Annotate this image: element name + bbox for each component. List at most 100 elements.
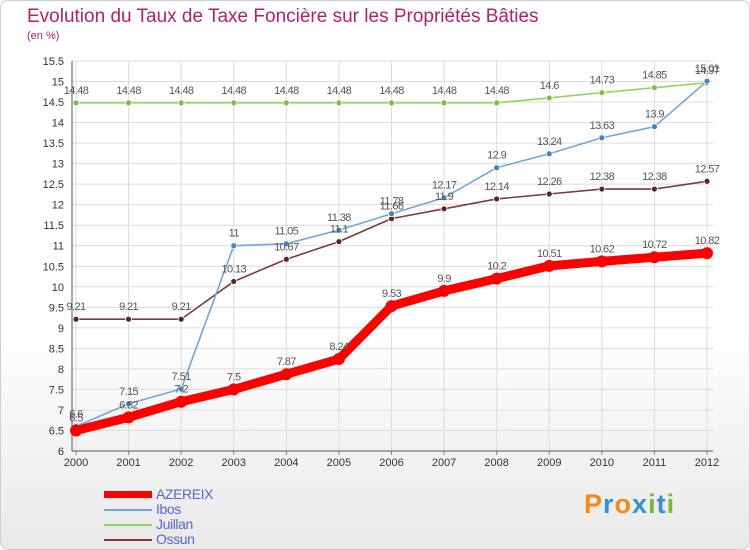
- data-label-juillan: 14.97: [695, 65, 720, 77]
- data-point-azereix: [648, 251, 661, 264]
- data-label-ibos: 12.9: [487, 150, 506, 162]
- data-label-ibos: 7.15: [119, 386, 138, 398]
- data-point-ibos: [598, 134, 606, 142]
- chart-title: Evolution du Taux de Taxe Foncière sur l…: [27, 6, 539, 27]
- data-label-juillan: 14.48: [221, 85, 246, 97]
- data-point-juillan: [230, 99, 238, 107]
- data-label-azereix: 6.82: [119, 399, 138, 411]
- y-tick-label: 11.5: [43, 220, 64, 232]
- legend-label-ibos: Ibos: [156, 501, 181, 517]
- data-label-ossun: 11.9: [435, 191, 454, 203]
- legend-swatch-juillan: [104, 524, 152, 526]
- data-label-ibos: 11: [229, 228, 240, 240]
- logo-letter: i: [666, 489, 676, 519]
- data-label-azereix: 8.24: [329, 341, 348, 353]
- data-point-ibos: [703, 77, 711, 85]
- legend-swatch-ibos: [104, 509, 152, 511]
- y-tick-label: 12.5: [43, 179, 64, 191]
- logo-letter: P: [584, 489, 604, 519]
- data-label-ibos: 13.63: [590, 120, 615, 132]
- data-point-ossun: [230, 278, 238, 285]
- y-tick-label: 6.5: [49, 425, 64, 437]
- data-point-juillan: [651, 84, 658, 92]
- data-label-azereix: 10.72: [642, 239, 667, 251]
- data-point-azereix: [595, 255, 608, 268]
- data-label-ossun: 11.66: [380, 201, 404, 213]
- x-tick-label: 2000: [64, 457, 88, 469]
- data-label-azereix: 7.2: [174, 384, 188, 396]
- data-point-juillan: [388, 99, 395, 107]
- data-label-ossun: 10.67: [274, 241, 299, 253]
- data-label-ibos: 13.9: [645, 109, 664, 121]
- y-tick-label: 8: [58, 364, 64, 376]
- data-point-ibos: [230, 242, 238, 250]
- series-azereix: [70, 247, 713, 437]
- series-juillan: [72, 79, 711, 107]
- data-point-juillan: [125, 99, 132, 107]
- data-point-juillan: [493, 99, 501, 107]
- data-point-azereix: [122, 411, 135, 424]
- data-point-ossun: [72, 315, 80, 323]
- legend-swatch-ossun: [104, 539, 152, 541]
- data-point-juillan: [440, 99, 448, 107]
- data-label-ibos: 11.78: [380, 196, 404, 208]
- data-point-ibos: [125, 400, 132, 408]
- data-point-ibos: [493, 164, 501, 172]
- data-label-juillan: 14.73: [590, 75, 615, 87]
- data-label-juillan: 14.85: [642, 70, 667, 82]
- y-tick-label: 8.5: [49, 343, 64, 355]
- data-label-ossun: 9.21: [66, 301, 85, 313]
- logo-letter: o: [614, 489, 633, 519]
- data-label-juillan: 14.48: [379, 85, 404, 97]
- data-label-azereix: 7.87: [277, 356, 296, 368]
- data-point-ossun: [440, 205, 448, 213]
- data-label-juillan: 14.48: [64, 85, 89, 97]
- x-tick-label: 2010: [590, 457, 614, 469]
- logo-letter: r: [603, 489, 615, 519]
- data-label-ibos: 15.01: [695, 63, 720, 75]
- data-point-juillan: [177, 99, 185, 107]
- data-point-ossun: [177, 315, 185, 323]
- data-point-juillan: [72, 99, 80, 107]
- y-tick-label: 9.5: [49, 302, 64, 314]
- data-label-ibos: 11.38: [327, 212, 351, 224]
- data-point-ibos: [282, 240, 290, 248]
- legend-label-juillan: Juillan: [156, 516, 193, 532]
- data-point-ibos: [388, 210, 395, 218]
- data-label-ossun: 11.1: [330, 224, 349, 236]
- y-tick-label: 15.5: [43, 56, 64, 68]
- data-point-azereix: [70, 424, 82, 437]
- logo-letter: t: [656, 489, 667, 519]
- y-tick-label: 12: [52, 200, 64, 212]
- data-point-ibos: [335, 226, 343, 234]
- data-label-juillan: 14.48: [327, 85, 352, 97]
- y-tick-label: 10.5: [43, 261, 64, 273]
- data-label-azereix: 7.5: [227, 371, 241, 383]
- chart-unit-label: (en %): [27, 30, 60, 42]
- data-point-azereix: [490, 272, 503, 285]
- y-tick-label: 15: [52, 77, 64, 89]
- data-point-ibos: [440, 194, 448, 202]
- data-point-juillan: [598, 89, 606, 97]
- data-point-azereix: [175, 395, 188, 408]
- data-label-ossun: 9.21: [172, 301, 191, 313]
- y-tick-label: 6: [58, 446, 64, 458]
- data-point-ossun: [335, 238, 343, 246]
- y-tick-label: 11: [53, 241, 64, 253]
- y-tick-label: 10: [52, 282, 64, 294]
- y-tick-label: 7.5: [49, 384, 64, 396]
- data-point-ossun: [703, 177, 711, 185]
- data-label-juillan: 14.48: [116, 85, 141, 97]
- data-label-azereix: 10.51: [537, 248, 562, 260]
- x-tick-label: 2004: [274, 457, 298, 469]
- legend-swatch-azereix: [104, 491, 152, 498]
- data-label-ibos: 13.24: [537, 136, 562, 148]
- data-label-juillan: 14.48: [484, 85, 509, 97]
- data-point-juillan: [335, 99, 343, 107]
- data-point-ossun: [125, 315, 132, 323]
- data-point-ibos: [545, 150, 553, 158]
- data-point-azereix: [701, 247, 713, 260]
- x-tick-label: 2006: [379, 457, 403, 469]
